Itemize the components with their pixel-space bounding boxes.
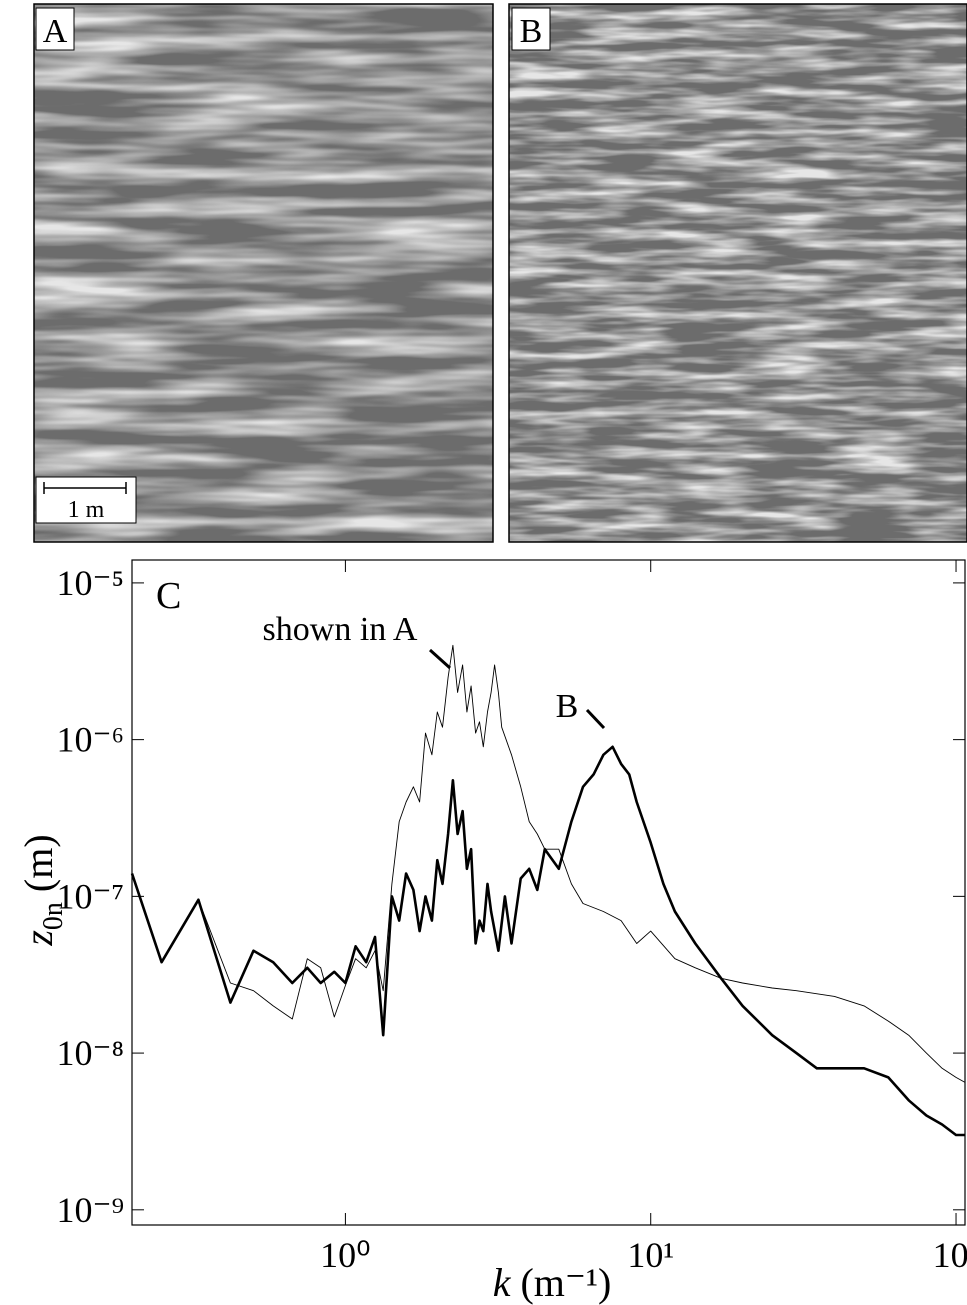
plot-frame xyxy=(131,559,966,1226)
annotation-leader xyxy=(585,708,606,730)
y-tick-label: 10⁻⁷ xyxy=(56,876,124,916)
panel-label: C xyxy=(156,575,181,617)
x-tick-label: 10¹ xyxy=(627,1235,674,1275)
image-label: B xyxy=(520,13,543,50)
x-axis-label: k (m⁻¹) xyxy=(493,1260,612,1305)
series-line xyxy=(131,644,966,1083)
y-axis-label: z0n (m) xyxy=(16,834,69,946)
chart: 10⁻⁹ 10⁻⁸ 10⁻⁷ 10⁻⁶ 10⁻⁵ 10⁰ 10¹ 10² Ck(m⁻¹) z0n (… xyxy=(16,559,967,1305)
annotation-leader xyxy=(428,648,452,670)
x-tick-label: 10² xyxy=(933,1235,967,1275)
series-line xyxy=(130,745,965,1137)
series-annotation: B xyxy=(556,688,579,725)
y-axis-unit: (m) xyxy=(16,834,61,892)
series-annotation: shown in A xyxy=(263,611,418,648)
x-axis-unit: (m⁻¹) xyxy=(520,1260,611,1305)
y-tick-label: 10⁻⁸ xyxy=(56,1033,124,1073)
scale-bar-label: 1 m xyxy=(68,497,105,523)
image-a: A 1 m xyxy=(33,3,494,543)
y-axis-symbol: z xyxy=(16,930,61,947)
x-tick-label: 10⁰ xyxy=(320,1235,370,1275)
image-b: B xyxy=(508,3,967,543)
y-tick-label: 10⁻⁵ xyxy=(56,563,124,603)
image-label: A xyxy=(43,13,68,50)
y-tick-label: 10⁻⁹ xyxy=(56,1190,124,1230)
x-axis-symbol: k xyxy=(493,1260,512,1305)
y-tick-label: 10⁻⁶ xyxy=(56,720,124,760)
y-axis-subscript: 0n xyxy=(38,902,69,930)
